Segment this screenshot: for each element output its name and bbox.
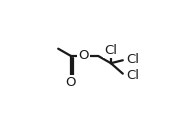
Text: Cl: Cl: [104, 44, 117, 57]
Text: Cl: Cl: [126, 53, 139, 66]
Text: O: O: [78, 49, 89, 62]
Text: O: O: [66, 76, 76, 89]
Text: Cl: Cl: [126, 70, 139, 82]
